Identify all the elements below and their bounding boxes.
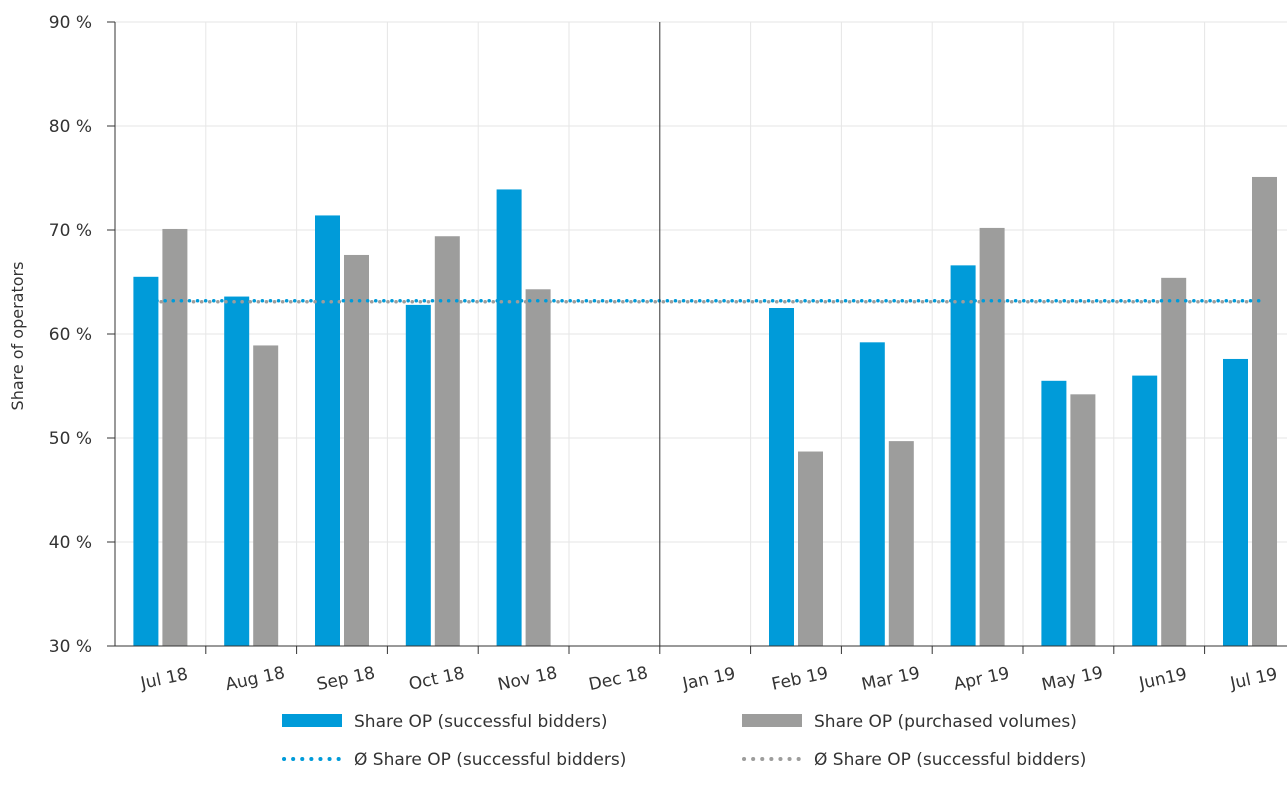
bar-share-op-purchased-volumes-sep-18 [344,254,369,646]
legend-item-purchased-volumes: Share OP (purchased volumes) [742,712,1077,732]
bar-share-op-successful-bidders-aug-18 [224,296,250,646]
average-lines [155,298,1264,304]
legend-label-avg-blue: Ø Share OP (successful bidders) [354,750,626,770]
y-tick-label: 80 % [49,117,92,137]
bar-share-op-successful-bidders-jun19 [1132,375,1158,646]
bar-share-op-successful-bidders-oct-18 [405,304,431,646]
x-tick-label: Oct 18 [407,663,466,694]
legend-label-successful-bidders: Share OP (successful bidders) [354,712,608,732]
x-tick-labels: Jul 18 Aug 18 Sep 18 Oct 18 Nov 18 Dec 18 Jan … [138,663,1279,695]
bar-share-op-purchased-volumes-jul-18 [162,228,188,646]
y-tick-labels: 30 % 40 % 50 % 60 % 70 % 80 % 90 % [49,13,92,657]
x-tick-label: Dec 18 [587,663,650,695]
bar-share-op-successful-bidders-feb-19 [769,308,794,646]
x-tick-label: Jul 19 [1228,664,1280,694]
y-tick-label: 70 % [49,221,92,241]
bar-share-op-successful-bidders-sep-18 [315,215,340,646]
bar-share-op-purchased-volumes-feb-19 [798,451,823,646]
x-tick-label: Mar 19 [860,663,922,695]
x-tick-label: May 19 [1040,663,1105,695]
bars [133,176,1277,647]
bar-share-op-purchased-volumes-oct-18 [434,236,460,647]
bar-share-op-successful-bidders-nov-18 [496,189,522,646]
bar-share-op-purchased-volumes-may-19 [1070,394,1096,646]
bar-share-op-successful-bidders-may-19 [1041,380,1067,646]
x-tick-label: Aug 18 [224,663,287,695]
legend-label-purchased-volumes: Share OP (purchased volumes) [814,712,1077,732]
bar-share-op-purchased-volumes-jun19 [1161,277,1187,646]
y-tick-label: 30 % [49,637,92,657]
bar-share-op-successful-bidders-mar-19 [859,342,885,646]
grid [115,21,1287,646]
legend-item-successful-bidders: Share OP (successful bidders) [282,712,608,732]
bar-share-op-successful-bidders-jul-19 [1223,358,1248,646]
bar-share-op-successful-bidders-apr-19 [950,265,976,646]
legend-swatch-purchased-volumes [742,714,802,727]
legend-item-avg-gray: Ø Share OP (successful bidders) [742,750,1086,770]
x-tick-label: Jan 19 [680,664,737,695]
axes [107,21,1287,654]
bar-share-op-purchased-volumes-jul-19 [1252,176,1277,646]
legend-swatch-successful-bidders [282,714,342,727]
legend-label-avg-gray: Ø Share OP (successful bidders) [814,750,1086,770]
x-tick-label: Jul 18 [138,664,190,694]
legend: Share OP (successful bidders) Share OP (… [282,712,1086,770]
bar-share-op-successful-bidders-jul-18 [133,276,159,646]
x-tick-label: Apr 19 [952,663,1011,694]
y-tick-label: 40 % [49,533,92,553]
y-tick-label: 60 % [49,325,92,345]
legend-item-avg-blue: Ø Share OP (successful bidders) [282,750,626,770]
x-tick-label: Jun19 [1137,664,1189,694]
x-tick-label: Nov 18 [496,663,559,695]
y-tick-label: 50 % [49,429,92,449]
bar-share-op-purchased-volumes-mar-19 [888,441,914,646]
bar-share-op-purchased-volumes-aug-18 [253,345,279,646]
y-axis-title: Share of operators [8,262,27,411]
x-tick-label: Feb 19 [770,663,830,694]
y-tick-label: 90 % [49,13,92,33]
bar-share-op-purchased-volumes-apr-19 [979,227,1005,647]
bar-share-op-purchased-volumes-nov-18 [525,289,551,646]
x-tick-label: Sep 18 [315,663,377,695]
